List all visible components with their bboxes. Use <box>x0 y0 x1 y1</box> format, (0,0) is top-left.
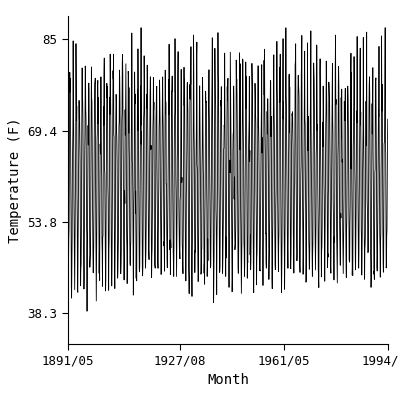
X-axis label: Month: Month <box>207 373 249 387</box>
Y-axis label: Temperature (F): Temperature (F) <box>8 117 22 243</box>
